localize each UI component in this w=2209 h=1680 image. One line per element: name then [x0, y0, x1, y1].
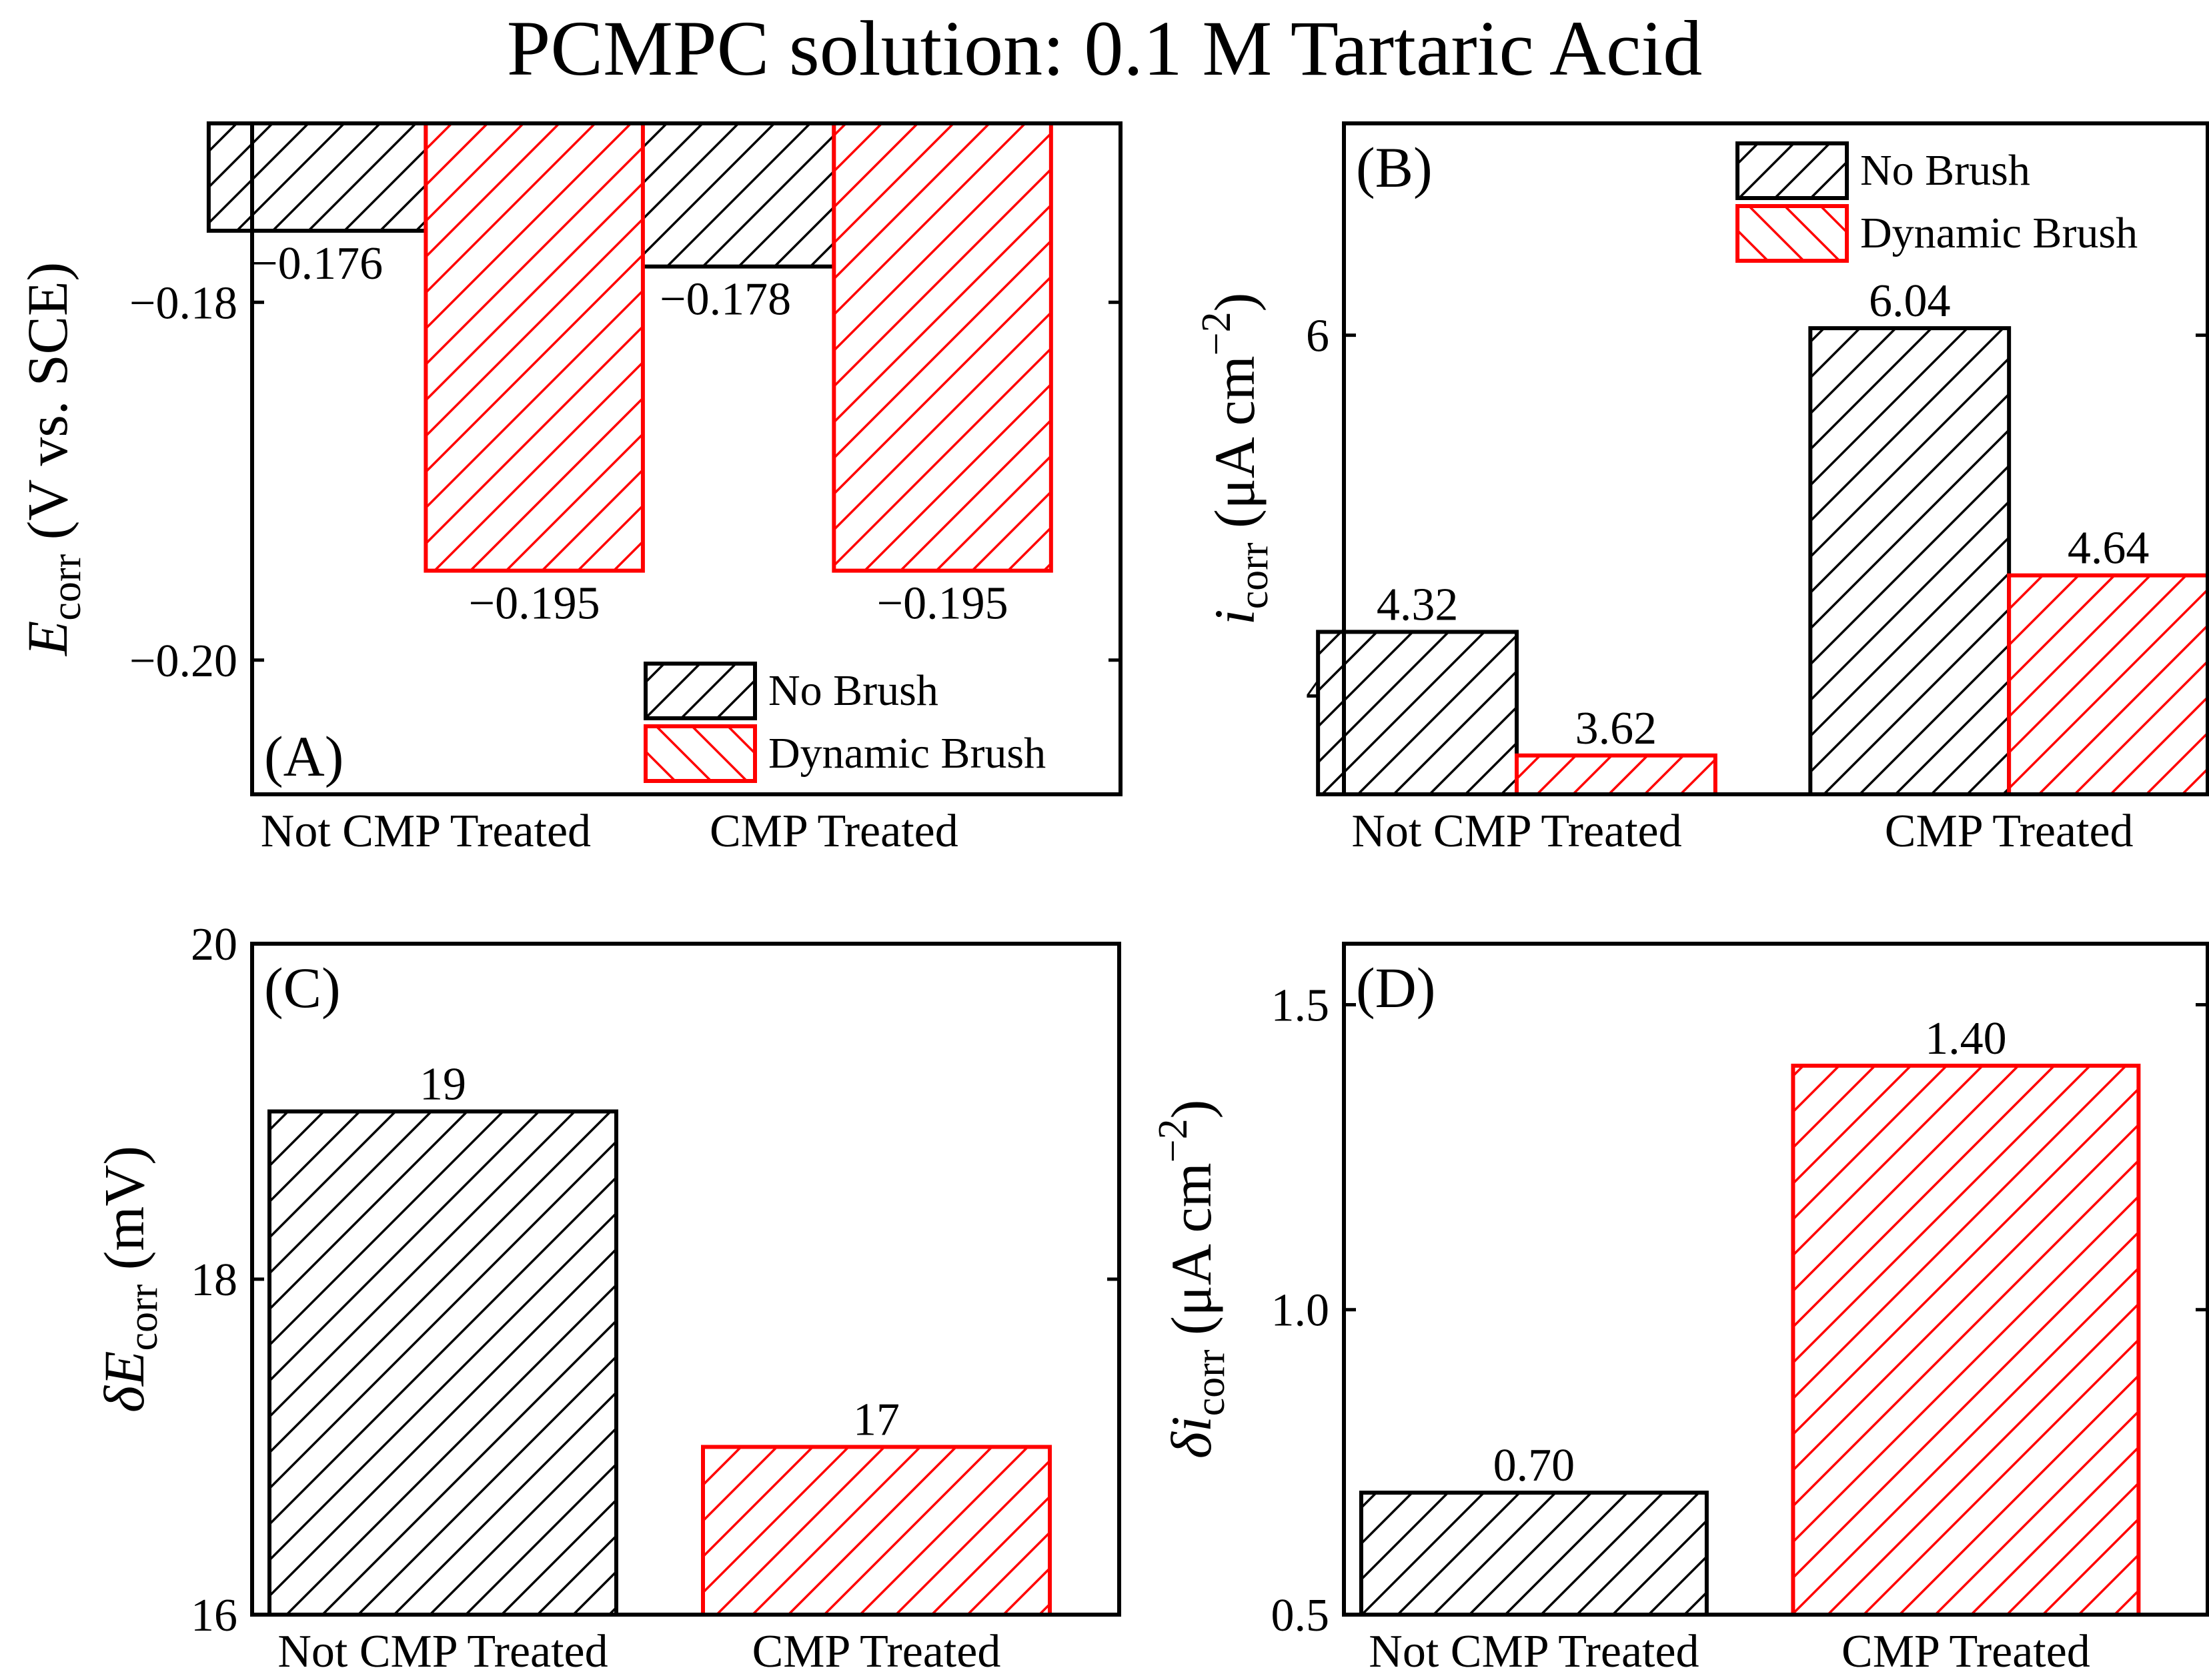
y-axis-label: δEcorr (mV) [92, 1146, 166, 1413]
ylabel-symbol: i [1159, 1416, 1223, 1432]
data-label: 4.32 [1377, 579, 1459, 630]
figure-title: PCMPC solution: 0.1 M Tartaric Acid [507, 5, 1702, 92]
ylabel-prefix: δ [92, 1385, 156, 1413]
panel-a: −0.18 −0.20 −0.176 −0.178 −0.195 −0.195 Not CM… [15, 121, 1123, 857]
x-category-label: Not CMP Treated [277, 1626, 608, 1677]
bar-no-brush-not-cmp [1316, 630, 1519, 796]
legend-swatch-no-brush [644, 662, 757, 720]
legend-label-no-brush: No Brush [768, 666, 938, 715]
ylabel-subscript: corr [121, 1284, 166, 1351]
ylabel-symbol: i [1203, 609, 1267, 625]
panel-label: (A) [264, 724, 343, 788]
data-label: 4.64 [2068, 523, 2150, 574]
plot-frame [1342, 121, 2209, 796]
bar-dynamic-brush-cmp [2007, 573, 2209, 796]
data-label: 6.04 [1869, 275, 1951, 327]
bar-dynamic-brush-cmp [1791, 1063, 2141, 1617]
y-tick-label: 1.5 [1271, 980, 1330, 1031]
plot-frame [250, 121, 1123, 796]
legend-swatch-dynamic-brush [644, 724, 757, 783]
y-axis-label: icorr (μA cm−2) [1194, 293, 1277, 626]
y-tick-label: 20 [191, 919, 237, 970]
data-label: 3.62 [1575, 703, 1657, 754]
y-axis-label: Ecorr (V vs. SCE) [15, 262, 89, 657]
bar-dynamic-brush-cmp [701, 1445, 1052, 1617]
ylabel-subscript: corr [1188, 1349, 1233, 1416]
ylabel-superscript: −2 [1151, 1118, 1196, 1162]
y-axis-label: δicorr (μA cm−2) [1151, 1100, 1233, 1459]
ylabel-subscript: corr [44, 554, 89, 620]
plot-frame [1342, 942, 2209, 1617]
ylabel-unit: (μA cm [1203, 355, 1267, 542]
bar-no-brush-not-cmp [1359, 1491, 1709, 1617]
ylabel-unit: (V vs. SCE) [15, 262, 79, 554]
bar-no-brush-not-cmp [206, 121, 428, 233]
bar-dynamic-brush-cmp [832, 121, 1053, 573]
x-category-label: Not CMP Treated [1369, 1626, 1699, 1677]
x-category-label: CMP Treated [710, 806, 958, 857]
x-category-label: CMP Treated [1842, 1626, 2090, 1677]
data-label: 0.70 [1493, 1440, 1575, 1491]
data-label: −0.195 [469, 578, 600, 630]
ylabel-close: ) [1203, 293, 1267, 312]
data-label: −0.176 [251, 238, 383, 289]
bar-no-brush-cmp [614, 121, 836, 269]
x-category-label: Not CMP Treated [261, 806, 591, 857]
bar-dynamic-brush-not-cmp [424, 121, 645, 573]
plot-frame [250, 942, 1121, 1617]
ylabel-unit: (mV) [92, 1146, 156, 1285]
y-tick-label: −0.18 [129, 277, 237, 329]
data-label: 17 [853, 1395, 900, 1446]
ylabel-symbol: E [92, 1351, 156, 1388]
ylabel-unit: (μA cm [1159, 1162, 1223, 1349]
panel-label: (B) [1356, 135, 1433, 199]
data-label: 19 [420, 1059, 466, 1110]
bar-dynamic-brush-not-cmp [1515, 753, 1717, 797]
panel-label: (D) [1356, 956, 1435, 1020]
y-tick-label: 16 [191, 1590, 237, 1641]
legend-label-dynamic-brush: Dynamic Brush [768, 729, 1046, 778]
x-category-label: CMP Treated [752, 1626, 1001, 1677]
ylabel-superscript: −2 [1194, 311, 1239, 355]
ylabel-close: ) [1159, 1100, 1223, 1119]
bar-no-brush-not-cmp [267, 1109, 618, 1617]
legend-swatch-no-brush [1735, 141, 1849, 200]
ylabel-symbol: E [15, 621, 79, 658]
y-tick-label: 6 [1306, 311, 1329, 362]
x-category-label: CMP Treated [1885, 806, 2134, 857]
legend-label-dynamic-brush: Dynamic Brush [1860, 209, 2138, 257]
y-tick-label: 1.0 [1271, 1285, 1330, 1337]
legend-swatch-dynamic-brush [1735, 204, 1849, 263]
y-tick-label: 0.5 [1271, 1590, 1330, 1641]
legend-label-no-brush: No Brush [1860, 146, 2030, 195]
x-category-label: Not CMP Treated [1351, 806, 1681, 857]
data-label: −0.195 [877, 578, 1008, 630]
bar-no-brush-cmp [1808, 326, 2012, 796]
ylabel-subscript: corr [1231, 542, 1277, 609]
panel-d: 0.5 1.0 1.5 0.70 1.40 Not CMP Treated CMP Trea… [1151, 942, 2209, 1677]
panel-c: 16 18 20 19 17 Not CMP Treated CMP Treated (C) δ… [92, 919, 1121, 1677]
data-label: 1.40 [1925, 1013, 2007, 1064]
data-label: −0.178 [660, 274, 791, 325]
y-tick-label: −0.20 [129, 636, 237, 687]
panel-label: (C) [264, 956, 341, 1020]
y-tick-label: 18 [191, 1254, 237, 1306]
ylabel-prefix: δ [1159, 1431, 1223, 1459]
